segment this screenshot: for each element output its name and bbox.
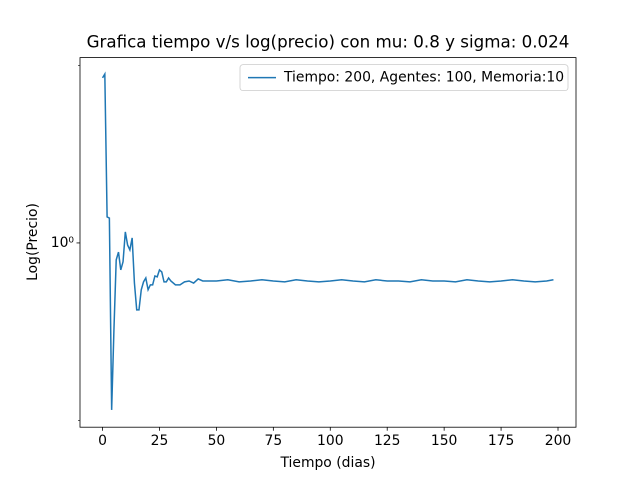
data-line	[101, 71, 554, 410]
x-tick-label: 125	[374, 433, 401, 449]
x-tick-label: 50	[208, 433, 226, 449]
y-tick-label: 10⁰	[51, 235, 75, 251]
legend-label: Tiempo: 200, Agentes: 100, Memoria:10	[283, 70, 564, 86]
x-tick-label: 0	[98, 433, 107, 449]
x-tick-label: 175	[488, 433, 515, 449]
x-axis-label: Tiempo (dias)	[280, 455, 376, 471]
x-tick-label: 25	[151, 433, 169, 449]
legend-box	[239, 64, 569, 91]
y-axis-label: Log(Precio)	[25, 203, 41, 281]
x-tick-label: 100	[317, 433, 344, 449]
x-tick-label: 200	[545, 433, 572, 449]
chart-title: Grafica tiempo v/s log(precio) con mu: 0…	[87, 32, 570, 52]
x-tick-label: 150	[431, 433, 458, 449]
axes-frame	[79, 57, 577, 428]
x-tick-label: 75	[265, 433, 283, 449]
